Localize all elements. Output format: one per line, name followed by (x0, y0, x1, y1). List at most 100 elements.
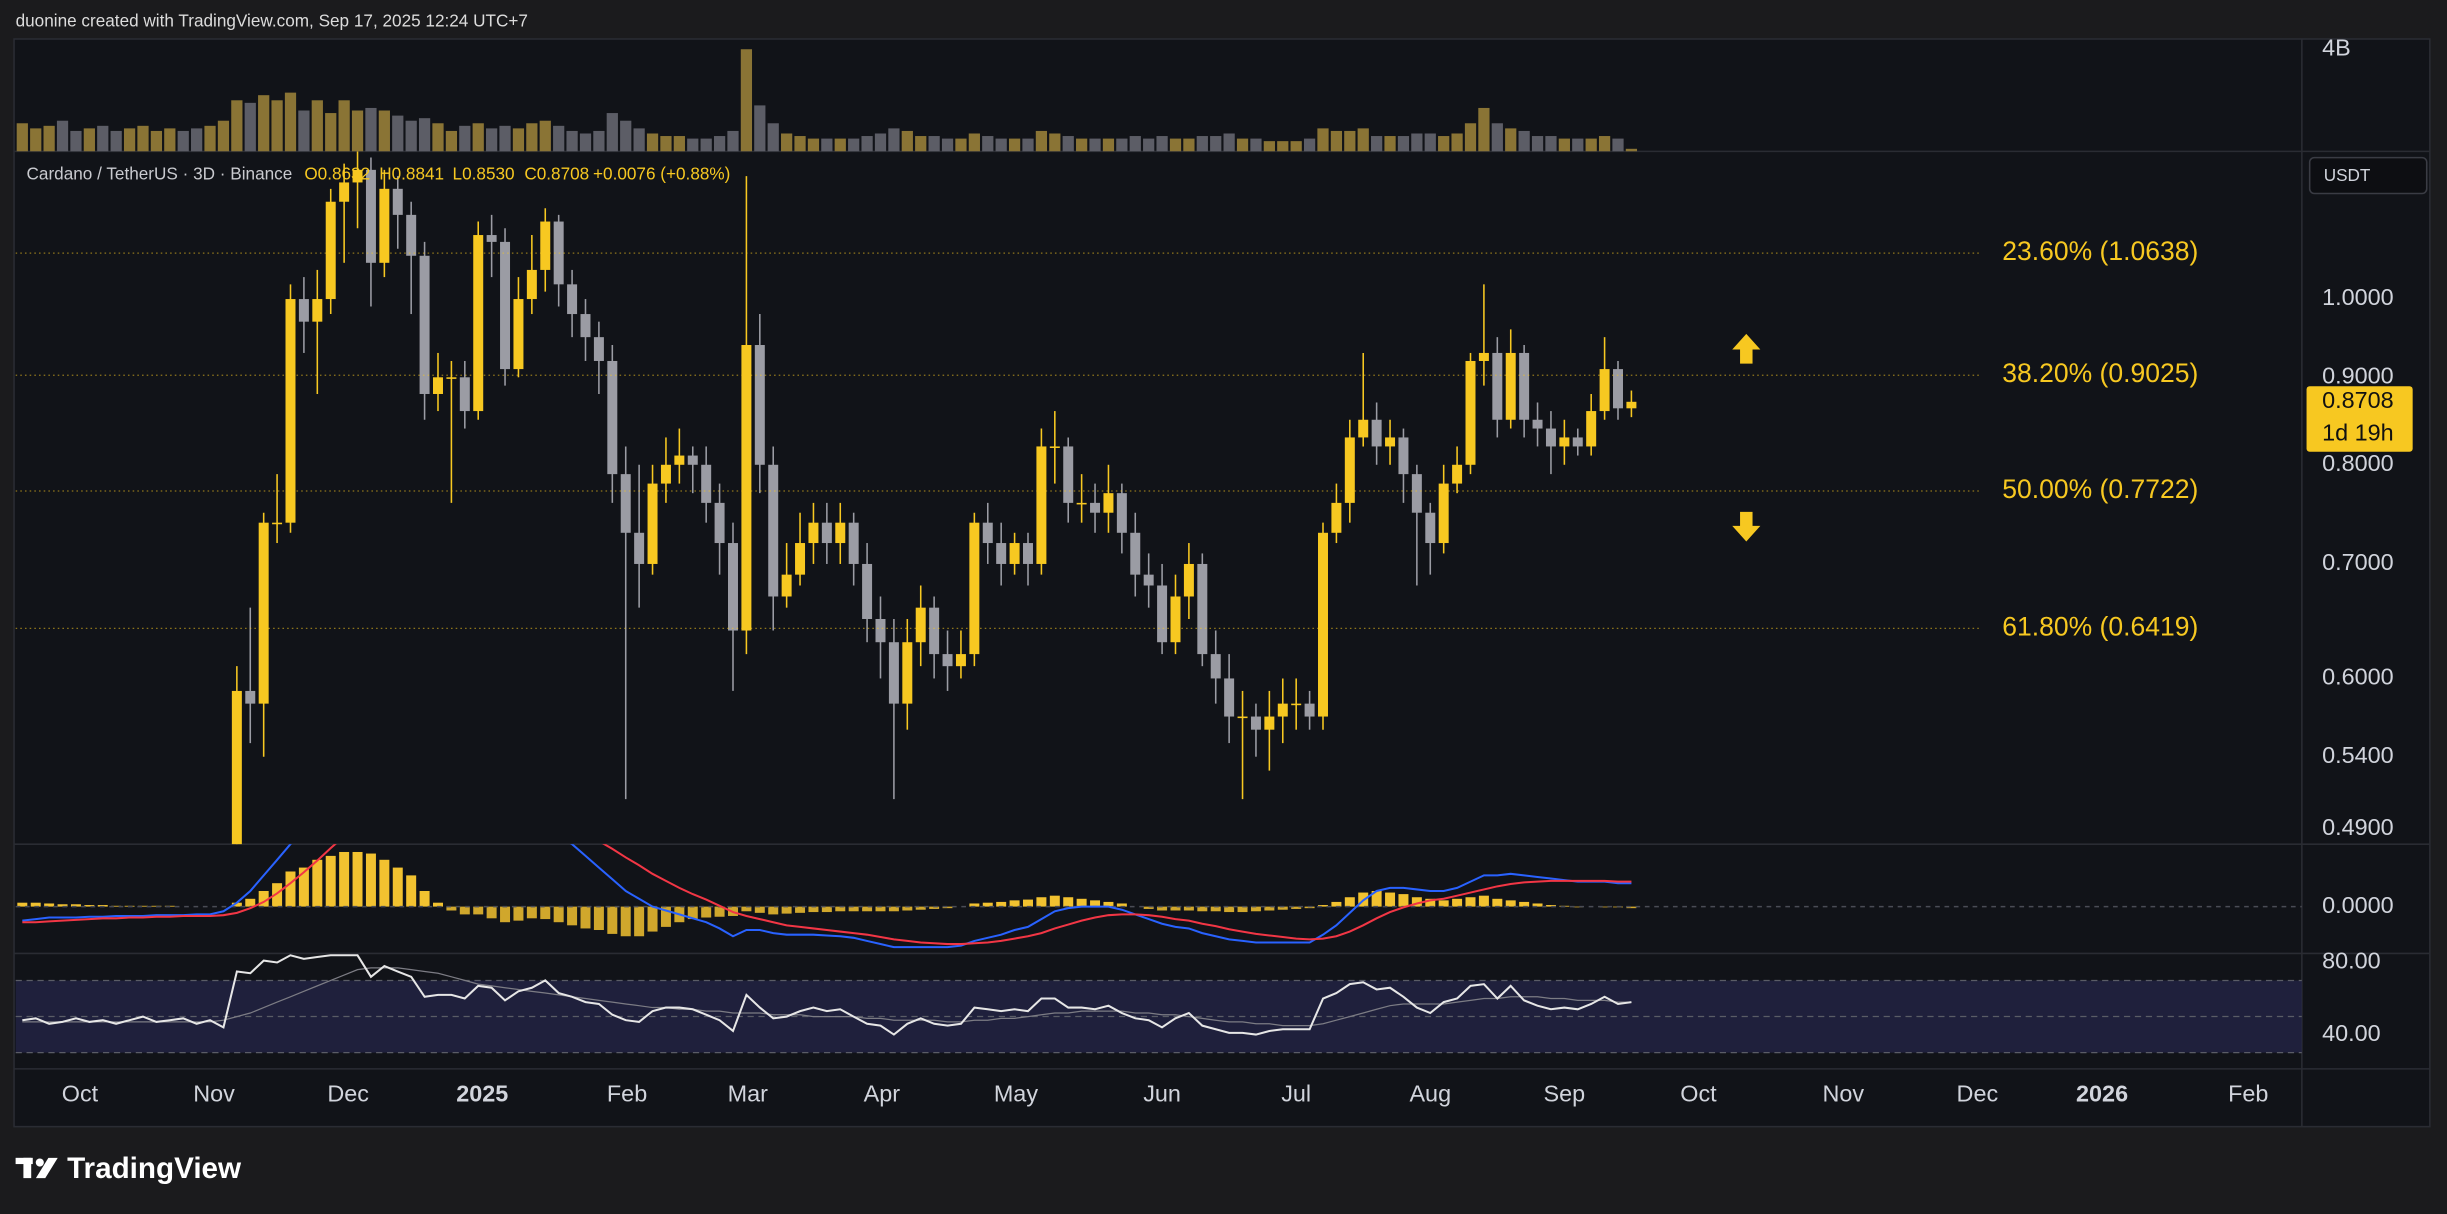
x-tick-label: Feb (2228, 1081, 2268, 1107)
volume-bar (512, 128, 525, 152)
candle-body (500, 241, 511, 370)
volume-bar (740, 49, 753, 152)
x-tick-label: Mar (728, 1081, 768, 1107)
candle-body (888, 642, 899, 704)
volume-bar (1169, 138, 1182, 152)
x-tick-label: Jul (1281, 1081, 1311, 1107)
x-tick-label: Dec (1957, 1081, 1999, 1107)
candle-body (969, 522, 980, 655)
macd-histogram-bar (433, 902, 443, 907)
candle-body (1076, 502, 1087, 505)
volume-bar (687, 138, 699, 152)
macd-histogram-bar (325, 855, 336, 907)
volume-bar (566, 130, 578, 152)
volume-bar (995, 138, 1007, 152)
candle-body (1116, 493, 1127, 533)
macd-histogram-bar (580, 906, 591, 929)
macd-line (22, 844, 1632, 949)
candle-body (1157, 585, 1168, 643)
candle-body (1438, 483, 1449, 544)
candle-body (1318, 532, 1328, 717)
y-tick-label: 0.5400 (2322, 742, 2394, 768)
volume-bar (378, 110, 390, 152)
rsi-pane (15, 954, 2302, 1054)
volume-bar (298, 110, 310, 152)
candle-body (433, 377, 443, 394)
volume-bar (606, 113, 618, 152)
candle-body (258, 522, 269, 704)
volume-bar (137, 125, 149, 152)
candle-body (1385, 437, 1396, 447)
ohlc-change: +0.0076 (+0.88%) (593, 163, 730, 183)
volume-pane (16, 49, 1638, 152)
macd-histogram-bar (1210, 906, 1221, 912)
candle-body (1023, 543, 1033, 564)
volume-bar (928, 136, 940, 152)
volume-bar (1062, 136, 1074, 152)
macd-histogram-bar (1478, 895, 1489, 907)
currency-box[interactable] (2308, 156, 2428, 195)
candle-body (1224, 678, 1235, 717)
macd-histogram-bar (1049, 895, 1060, 907)
candle-body (1478, 352, 1489, 361)
candle-body (1452, 464, 1463, 484)
candle-body (982, 522, 993, 544)
ohlc-close: C0.8708 (524, 163, 589, 183)
macd-histogram-bar (1371, 890, 1382, 907)
macd-pane (15, 844, 2302, 949)
macd-histogram-bar (245, 898, 256, 907)
y-tick-label: 0.6000 (2322, 664, 2394, 690)
candle-body (1465, 360, 1476, 465)
chart-frame (13, 38, 2431, 1128)
candle-body (1331, 502, 1342, 533)
macd-histogram-bar (553, 906, 564, 923)
volume-bar (1290, 141, 1302, 152)
rsi-line (22, 954, 1632, 1036)
volume-bar (781, 133, 793, 152)
volume-bar (794, 136, 806, 152)
volume-bar (204, 125, 216, 152)
volume-bar (1625, 148, 1638, 152)
candle-body (929, 607, 940, 655)
volume-bar (874, 133, 887, 152)
candle-body (1572, 437, 1583, 447)
macd-histogram-bar (862, 906, 873, 912)
x-tick-label: Dec (327, 1081, 369, 1107)
macd-histogram-bar (1023, 899, 1033, 907)
volume-bar (123, 128, 136, 152)
macd-histogram-bar (526, 906, 537, 919)
macd-histogram-bar (821, 906, 832, 913)
macd-histogram-bar (84, 905, 95, 907)
candle-body (580, 314, 591, 338)
candle-body (272, 522, 283, 525)
volume-bar (1330, 130, 1343, 152)
volume-bar (338, 100, 350, 152)
currency-label: USDT (2324, 165, 2371, 185)
candle-body (339, 182, 350, 202)
candle-body (902, 642, 913, 704)
candle-body (406, 214, 417, 256)
volume-bar (1303, 138, 1316, 152)
ohlc-high: H0.8841 (379, 163, 444, 183)
volume-bar (861, 136, 873, 152)
candle-body (1613, 369, 1623, 409)
x-tick-label: 2025 (456, 1081, 508, 1107)
volume-bar (1116, 138, 1128, 152)
volume-bar (445, 130, 458, 152)
macd-histogram-bar (1411, 897, 1422, 907)
macd-histogram-bar (647, 906, 658, 932)
candle-body (647, 483, 658, 564)
logo-mark (35, 1158, 44, 1167)
candle-body (312, 299, 323, 322)
macd-histogram-bar (714, 906, 725, 917)
candle-body (768, 464, 779, 597)
candle-body (473, 235, 484, 412)
macd-histogram-bar (137, 905, 148, 907)
macd-histogram-bar (607, 906, 618, 934)
macd-histogram-bar (1318, 905, 1328, 907)
candle-body (231, 690, 242, 845)
volume-bar (486, 128, 498, 152)
macd-histogram-bar (1545, 905, 1556, 907)
volume-bar (1478, 107, 1490, 152)
logo: TradingView (15, 1152, 242, 1185)
